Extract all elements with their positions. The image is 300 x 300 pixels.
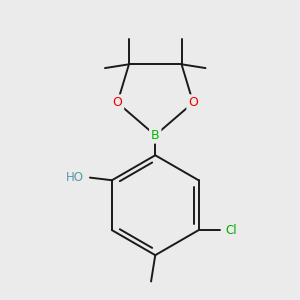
- Text: HO: HO: [66, 171, 84, 184]
- Text: Cl: Cl: [226, 224, 238, 237]
- Text: O: O: [188, 96, 198, 109]
- Text: B: B: [151, 129, 160, 142]
- Text: O: O: [112, 96, 122, 109]
